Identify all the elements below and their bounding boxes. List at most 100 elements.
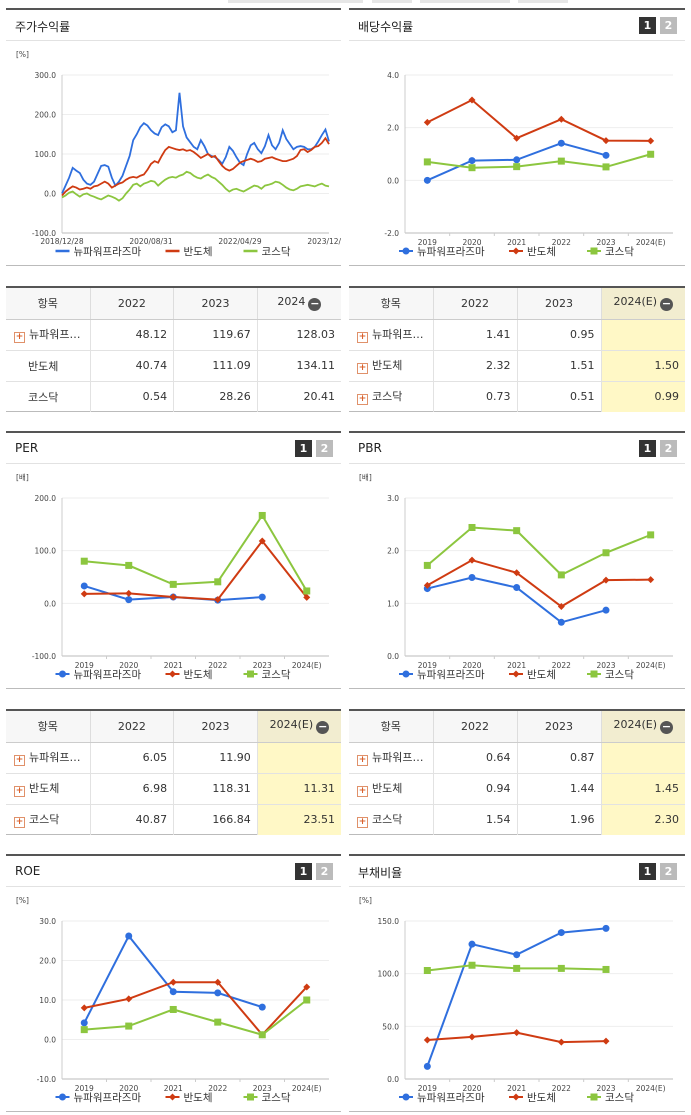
legend-item[interactable]: 코스닥 bbox=[243, 1092, 291, 1104]
data-point[interactable] bbox=[602, 137, 610, 145]
expand-icon[interactable]: + bbox=[14, 332, 25, 343]
data-point[interactable] bbox=[647, 150, 655, 158]
expand-icon[interactable]: + bbox=[357, 394, 368, 406]
data-point[interactable] bbox=[647, 531, 655, 539]
expand-icon[interactable]: + bbox=[14, 786, 25, 797]
data-point[interactable] bbox=[602, 549, 610, 557]
data-point[interactable] bbox=[125, 596, 133, 604]
data-point[interactable] bbox=[258, 537, 266, 545]
data-point[interactable] bbox=[557, 929, 565, 937]
data-point[interactable] bbox=[125, 561, 133, 569]
data-point[interactable] bbox=[468, 523, 476, 531]
toggle-2-button[interactable]: 2 bbox=[660, 17, 677, 34]
data-point[interactable] bbox=[513, 569, 521, 577]
data-point[interactable] bbox=[423, 561, 431, 569]
data-point[interactable] bbox=[258, 593, 266, 601]
legend-item[interactable]: 코스닥 bbox=[243, 246, 291, 258]
toggle-2-button[interactable]: 2 bbox=[660, 863, 677, 880]
data-point[interactable] bbox=[602, 576, 610, 584]
data-point[interactable] bbox=[468, 940, 476, 948]
data-point[interactable] bbox=[557, 1038, 565, 1046]
data-point[interactable] bbox=[423, 581, 431, 589]
expand-icon[interactable]: + bbox=[14, 755, 25, 766]
data-point[interactable] bbox=[214, 578, 222, 586]
data-point[interactable] bbox=[513, 527, 521, 535]
data-point[interactable] bbox=[468, 96, 476, 104]
legend-item[interactable]: 뉴파워프라즈마 bbox=[55, 1091, 142, 1104]
toggle-1-button[interactable]: 1 bbox=[639, 863, 656, 880]
data-point[interactable] bbox=[423, 967, 431, 975]
data-point[interactable] bbox=[303, 593, 311, 601]
data-point[interactable] bbox=[468, 556, 476, 564]
legend-item[interactable]: 코스닥 bbox=[587, 1092, 634, 1104]
data-point[interactable] bbox=[214, 596, 222, 604]
data-point[interactable] bbox=[80, 1019, 88, 1027]
data-point[interactable] bbox=[80, 582, 88, 590]
data-point[interactable] bbox=[423, 118, 431, 126]
legend-item[interactable]: 반도체 bbox=[509, 669, 556, 681]
data-point[interactable] bbox=[647, 137, 655, 145]
data-point[interactable] bbox=[602, 151, 610, 159]
data-point[interactable] bbox=[557, 571, 565, 579]
data-point[interactable] bbox=[125, 932, 133, 940]
data-point[interactable] bbox=[468, 164, 476, 172]
data-point[interactable] bbox=[557, 157, 565, 165]
collapse-icon[interactable]: − bbox=[308, 297, 322, 312]
data-point[interactable] bbox=[513, 1029, 521, 1037]
legend-item[interactable]: 뉴파워프라즈마 bbox=[399, 1091, 485, 1104]
toggle-1-button[interactable]: 1 bbox=[295, 440, 312, 457]
data-point[interactable] bbox=[80, 1004, 88, 1012]
data-point[interactable] bbox=[513, 964, 521, 972]
data-point[interactable] bbox=[513, 156, 521, 164]
data-point[interactable] bbox=[557, 618, 565, 626]
data-point[interactable] bbox=[303, 996, 311, 1004]
data-point[interactable] bbox=[557, 964, 565, 972]
data-point[interactable] bbox=[602, 924, 610, 932]
collapse-icon[interactable]: − bbox=[316, 720, 330, 735]
legend-item[interactable]: 뉴파워프라즈마 bbox=[55, 668, 142, 681]
data-point[interactable] bbox=[258, 1031, 266, 1039]
data-point[interactable] bbox=[423, 1062, 431, 1070]
data-point[interactable] bbox=[125, 1022, 133, 1030]
data-point[interactable] bbox=[513, 163, 521, 171]
legend-item[interactable]: 반도체 bbox=[165, 1092, 213, 1104]
data-point[interactable] bbox=[513, 134, 521, 142]
data-point[interactable] bbox=[513, 951, 521, 959]
data-point[interactable] bbox=[557, 602, 565, 610]
data-point[interactable] bbox=[423, 1036, 431, 1044]
data-point[interactable] bbox=[602, 965, 610, 973]
data-point[interactable] bbox=[125, 589, 133, 597]
data-point[interactable] bbox=[80, 590, 88, 598]
legend-item[interactable]: 반도체 bbox=[165, 669, 213, 681]
data-point[interactable] bbox=[214, 978, 222, 986]
legend-item[interactable]: 뉴파워프라즈마 bbox=[55, 245, 142, 258]
expand-icon[interactable]: + bbox=[357, 817, 368, 829]
toggle-2-button[interactable]: 2 bbox=[316, 863, 333, 880]
data-point[interactable] bbox=[214, 989, 222, 997]
data-point[interactable] bbox=[423, 158, 431, 166]
toggle-2-button[interactable]: 2 bbox=[316, 440, 333, 457]
expand-icon[interactable]: + bbox=[357, 786, 368, 797]
data-point[interactable] bbox=[169, 978, 177, 986]
data-point[interactable] bbox=[303, 587, 311, 595]
expand-icon[interactable]: + bbox=[357, 363, 368, 374]
data-point[interactable] bbox=[258, 1003, 266, 1011]
data-point[interactable] bbox=[468, 574, 476, 582]
data-point[interactable] bbox=[169, 1005, 177, 1013]
data-point[interactable] bbox=[169, 580, 177, 588]
data-point[interactable] bbox=[258, 511, 266, 519]
legend-item[interactable]: 코스닥 bbox=[587, 669, 634, 681]
toggle-1-button[interactable]: 1 bbox=[295, 863, 312, 880]
expand-icon[interactable]: + bbox=[357, 755, 368, 766]
data-point[interactable] bbox=[602, 606, 610, 614]
expand-icon[interactable]: + bbox=[357, 332, 368, 343]
data-point[interactable] bbox=[80, 557, 88, 565]
data-point[interactable] bbox=[303, 983, 311, 991]
data-point[interactable] bbox=[169, 988, 177, 996]
expand-icon[interactable]: + bbox=[14, 817, 25, 829]
legend-item[interactable]: 코스닥 bbox=[587, 246, 634, 258]
collapse-icon[interactable]: − bbox=[660, 720, 674, 735]
data-point[interactable] bbox=[557, 139, 565, 147]
toggle-2-button[interactable]: 2 bbox=[660, 440, 677, 457]
data-point[interactable] bbox=[513, 584, 521, 592]
